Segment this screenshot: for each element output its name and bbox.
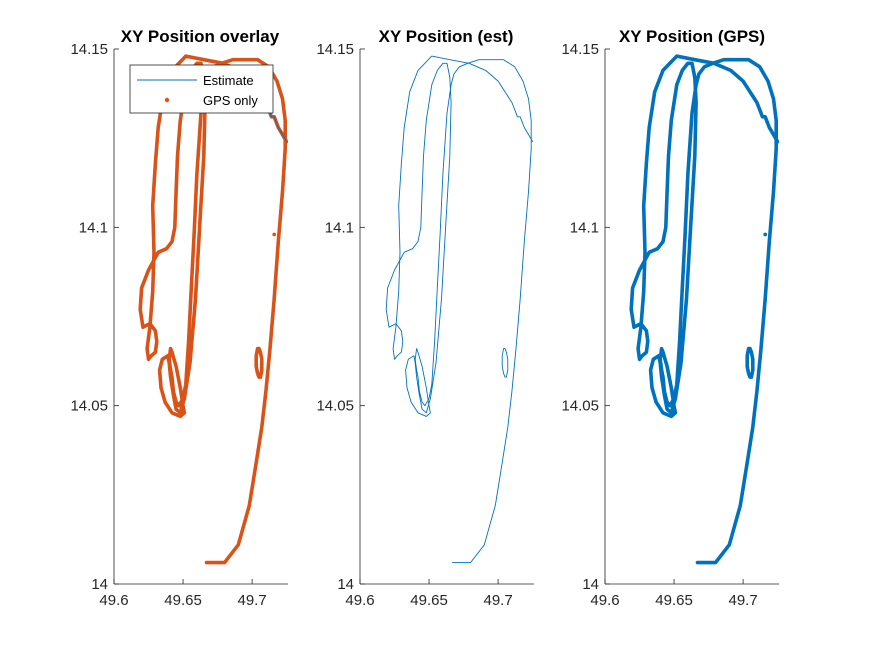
x-tick-label: 49.65 <box>164 592 202 609</box>
series-group <box>138 54 288 565</box>
loop-line <box>501 348 509 378</box>
y-tick-label: 14.15 <box>561 41 599 58</box>
y-tick-label: 14.15 <box>316 41 354 58</box>
legend-box <box>129 64 274 114</box>
x-tick-label: 49.7 <box>728 592 757 609</box>
y-axis-ticks: 14 14.05 14.1 14.15 <box>70 41 119 593</box>
plot-area <box>113 49 288 585</box>
y-tick-label: 14.05 <box>316 398 354 415</box>
y-tick-label: 14.1 <box>325 219 354 236</box>
y-tick-label: 14.1 <box>79 219 108 236</box>
y-tick-label: 14 <box>582 576 599 593</box>
trajectory-line <box>138 54 288 565</box>
x-axis-ticks: 49.6 49.65 49.7 <box>590 579 758 609</box>
x-tick-label: 49.65 <box>655 592 693 609</box>
plot-area <box>604 49 779 585</box>
y-tick-label: 14.1 <box>570 219 599 236</box>
loop-line <box>745 346 755 379</box>
chart-title: XY Position overlay <box>121 27 280 46</box>
y-axis-ticks: 14 14.05 14.1 14.15 <box>561 41 610 593</box>
legend: Estimate GPS only <box>129 64 274 114</box>
trajectory-line <box>385 55 534 564</box>
y-tick-label: 14.05 <box>70 398 108 415</box>
y-tick-label: 14 <box>337 576 354 593</box>
panel-estimate: XY Position (est) 49.6 49.65 49.7 1414.051… <box>316 27 534 609</box>
trajectory-line <box>629 54 779 565</box>
x-tick-label: 49.65 <box>410 592 448 609</box>
y-tick-label: 14.05 <box>561 398 599 415</box>
y-axis-ticks: 14 14.05 14.1 14.15 <box>316 41 365 593</box>
legend-label-gps: GPS only <box>203 93 258 108</box>
y-tick-label: 14.15 <box>70 41 108 58</box>
loop-line <box>254 346 264 379</box>
x-axis-ticks: 49.6 49.65 49.7 <box>99 579 267 609</box>
chart-title: XY Position (GPS) <box>619 27 765 46</box>
panel-overlay: XY Position overlay 49.6 49.65 49.7 14 14.0… <box>70 27 288 609</box>
x-tick-label: 49.6 <box>345 592 374 609</box>
chart-title: XY Position (est) <box>379 27 514 46</box>
x-tick-label: 49.6 <box>590 592 619 609</box>
estimate-line <box>268 109 287 142</box>
legend-swatch-gps <box>164 97 170 103</box>
x-tick-label: 49.7 <box>237 592 266 609</box>
marker-point <box>763 232 767 237</box>
x-axis-ticks: 49.6 49.65 49.7 <box>345 579 513 609</box>
plot-area <box>359 49 534 585</box>
x-tick-label: 49.6 <box>99 592 128 609</box>
marker-point <box>272 232 276 237</box>
y-tick-label: 14 <box>91 576 108 593</box>
series-group <box>385 55 534 564</box>
legend-label-estimate: Estimate <box>203 73 254 88</box>
panel-gps: XY Position (GPS) 49.6 49.65 49.7 1414.051… <box>561 27 779 609</box>
series-group <box>629 54 779 565</box>
x-tick-label: 49.7 <box>483 592 512 609</box>
